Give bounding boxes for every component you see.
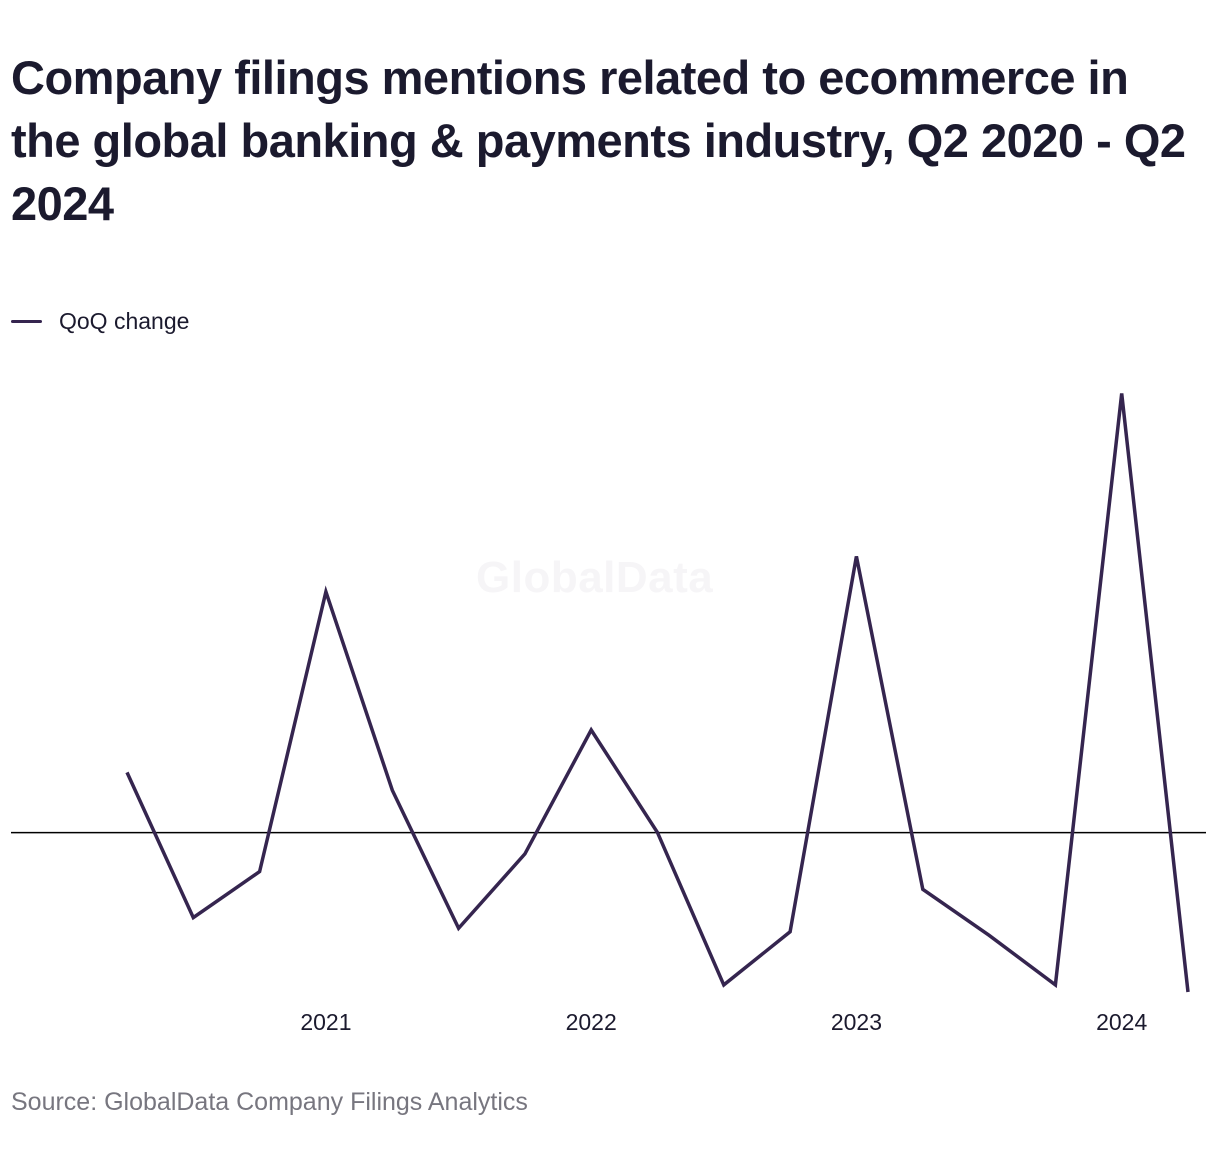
data-point — [258, 870, 262, 874]
x-tick-label: 2024 — [1096, 1009, 1147, 1035]
data-point — [390, 788, 394, 792]
data-point — [1186, 990, 1190, 994]
data-point — [125, 770, 129, 774]
legend: QoQ change — [11, 306, 189, 336]
data-point — [921, 887, 925, 891]
x-tick-label: 2022 — [566, 1009, 617, 1035]
data-point — [457, 926, 461, 930]
data-point — [788, 930, 792, 934]
chart-title: Company filings mentions related to ecom… — [11, 51, 1186, 230]
data-point — [191, 916, 195, 920]
data-point — [987, 933, 991, 937]
series-line-0 — [125, 393, 1190, 993]
watermark: GlobalData — [476, 553, 714, 602]
x-tick-label: 2021 — [300, 1009, 351, 1035]
data-point — [1053, 983, 1057, 987]
data-point — [1120, 392, 1124, 396]
source-note: Source: GlobalData Company Filings Analy… — [11, 1088, 528, 1116]
data-point — [324, 590, 328, 594]
data-point — [854, 554, 858, 558]
x-tick-label: 2023 — [831, 1009, 882, 1035]
data-point — [523, 852, 527, 856]
data-point — [589, 728, 593, 732]
data-point — [656, 831, 660, 835]
legend-label: QoQ change — [59, 307, 190, 334]
data-point — [722, 983, 726, 987]
legend-swatch — [11, 319, 42, 323]
